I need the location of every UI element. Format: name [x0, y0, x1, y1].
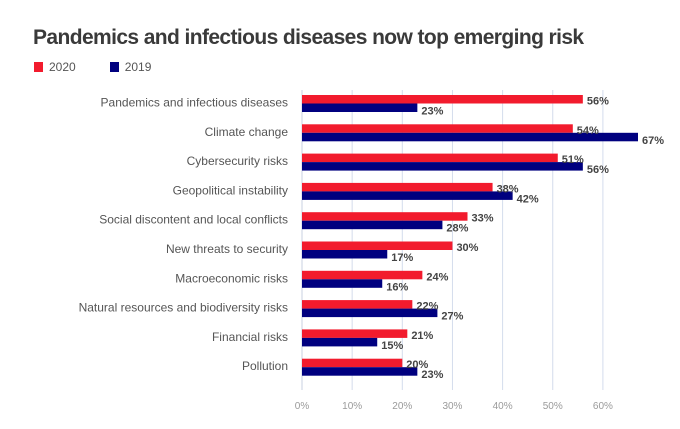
category-label-geopolitical-instability: Geopolitical instability	[173, 183, 288, 197]
bar-2019-geopolitical-instability	[302, 191, 513, 200]
value-label-2019-new-threats-to-security: 17%	[391, 252, 413, 264]
value-label-2019-macroeconomic-risks: 16%	[386, 281, 408, 293]
category-label-financial-risks: Financial risks	[212, 330, 288, 344]
value-label-2020-climate-change: 54%	[577, 125, 599, 137]
category-label-social-discontent-and-local-conflicts: Social discontent and local conflicts	[99, 213, 288, 227]
category-label-new-threats-to-security: New threats to security	[166, 242, 288, 256]
x-tick-label: 30%	[442, 401, 462, 412]
value-label-2019-cybersecurity-risks: 56%	[587, 164, 609, 176]
x-axis-ticks: 0% 10% 20% 30% 40% 50% 60%	[295, 401, 613, 412]
legend-item-2020: 2020	[34, 60, 76, 74]
bar-2020-cybersecurity-risks	[302, 153, 558, 163]
bar-2020-natural-resources-and-biodiversity-risks	[302, 300, 413, 309]
category-label-pollution: Pollution	[242, 359, 288, 373]
bar-2020-macroeconomic-risks	[302, 270, 423, 280]
value-label-2020-cybersecurity-risks: 51%	[562, 154, 584, 166]
value-label-2020-financial-risks: 21%	[411, 330, 433, 342]
bar-2019-new-threats-to-security	[302, 250, 388, 259]
legend-swatch-2020	[34, 62, 43, 72]
x-tick-label: 40%	[493, 401, 513, 412]
bar-2019-natural-resources-and-biodiversity-risks	[302, 308, 438, 318]
x-tick-label: 50%	[543, 401, 563, 412]
bar-2019-macroeconomic-risks	[302, 279, 383, 288]
value-label-2020-social-discontent-and-local-conflicts: 33%	[471, 213, 493, 225]
bar-2020-financial-risks	[302, 329, 408, 338]
bar-2019-cybersecurity-risks	[302, 162, 583, 171]
bars	[302, 95, 639, 376]
x-tick-label: 0%	[295, 401, 310, 412]
bar-2020-pollution	[302, 358, 403, 368]
legend-label-2020: 2020	[49, 60, 76, 74]
bar-2019-climate-change	[302, 132, 639, 142]
bar-2020-pandemics-and-infectious-diseases	[302, 95, 583, 104]
value-label-2019-pollution: 23%	[421, 369, 443, 381]
category-label-natural-resources-and-biodiversity-risks: Natural resources and biodiversity risks	[79, 301, 288, 315]
value-label-2020-geopolitical-instability: 38%	[497, 183, 519, 195]
value-label-2019-pandemics-and-infectious-diseases: 23%	[421, 106, 443, 118]
chart-legend: 2020 2019	[34, 60, 185, 74]
value-label-2019-climate-change: 67%	[642, 135, 664, 147]
category-label-pandemics-and-infectious-diseases: Pandemics and infectious diseases	[101, 96, 288, 110]
bar-2020-geopolitical-instability	[302, 182, 493, 192]
x-tick-label: 10%	[342, 401, 362, 412]
value-label-2020-macroeconomic-risks: 24%	[426, 271, 448, 283]
bar-2019-pandemics-and-infectious-diseases	[302, 103, 418, 112]
value-label-2019-financial-risks: 15%	[381, 340, 403, 352]
category-label-climate-change: Climate change	[205, 125, 289, 139]
legend-swatch-2019	[109, 62, 119, 72]
value-label-2020-natural-resources-and-biodiversity-risks: 22%	[416, 301, 438, 313]
value-label-2019-natural-resources-and-biodiversity-risks: 27%	[441, 311, 463, 323]
bar-2019-financial-risks	[302, 337, 378, 347]
value-label-2020-pandemics-and-infectious-diseases: 56%	[587, 96, 609, 108]
value-labels: 56%23%54%67%51%56%38%42%33%28%30%17%24%1…	[381, 96, 664, 382]
chart-title: Pandemics and infectious diseases now to…	[33, 26, 584, 49]
bar-2020-new-threats-to-security	[302, 241, 453, 250]
x-tick-label: 60%	[593, 401, 613, 412]
category-label-macroeconomic-risks: Macroeconomic risks	[175, 271, 288, 285]
bar-2020-climate-change	[302, 124, 573, 133]
legend-label-2019: 2019	[124, 60, 152, 74]
bar-2019-pollution	[302, 367, 418, 376]
bar-2020-social-discontent-and-local-conflicts	[302, 212, 468, 221]
bar-2019-social-discontent-and-local-conflicts	[302, 220, 443, 230]
x-tick-label: 20%	[392, 401, 412, 412]
category-label-cybersecurity-risks: Cybersecurity risks	[187, 154, 288, 168]
value-label-2020-new-threats-to-security: 30%	[456, 242, 478, 254]
value-label-2019-social-discontent-and-local-conflicts: 28%	[446, 223, 468, 235]
category-labels: Pandemics and infectious diseases Climate…	[79, 96, 289, 374]
value-label-2020-pollution: 20%	[406, 359, 428, 371]
legend-item-2019: 2019	[109, 60, 152, 74]
value-label-2019-geopolitical-instability: 42%	[517, 193, 539, 205]
